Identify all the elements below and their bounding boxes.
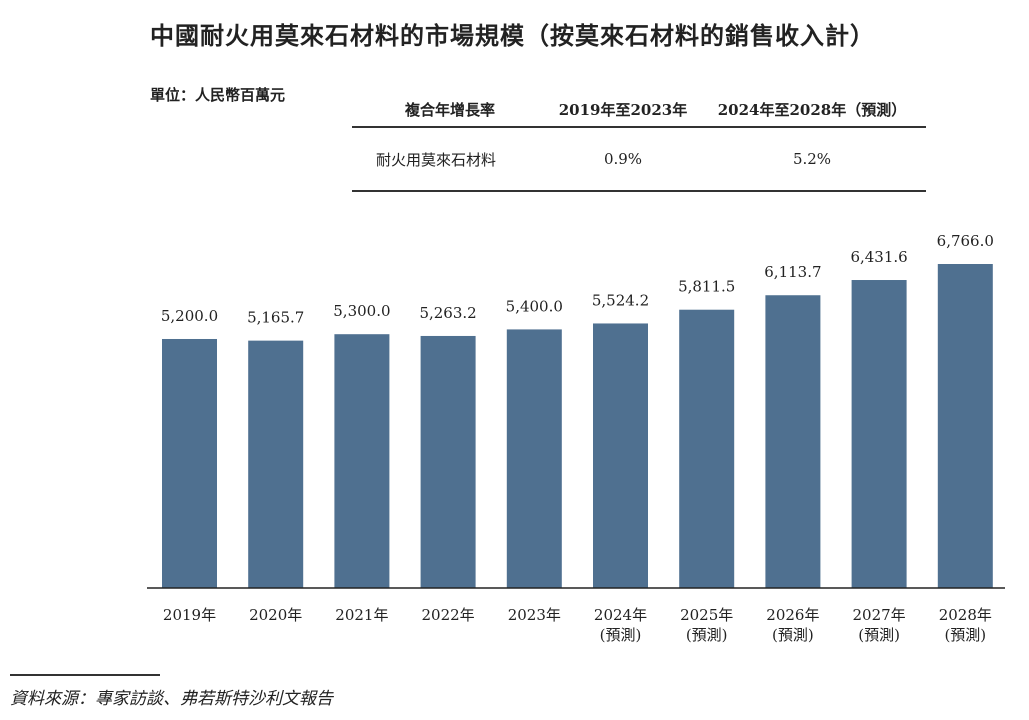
bar-8	[851, 280, 907, 588]
x-tick-label-9: 2028年	[939, 606, 992, 624]
value-label-3: 5,263.2	[419, 304, 476, 322]
cagr-header-label: 複合年增長率	[404, 100, 495, 119]
cagr-value-forecast: 5.2%	[792, 150, 832, 168]
value-label-8: 6,431.6	[850, 248, 907, 266]
bar-3	[420, 335, 476, 588]
cagr-table: 複合年增長率 2019年至2023年 2024年至2028年（預測） 耐火用莫來…	[352, 92, 926, 192]
cagr-value-historical: 0.9%	[603, 150, 643, 168]
bar-4	[506, 329, 562, 588]
cagr-header-historical: 2019年至2023年	[558, 100, 688, 119]
value-label-2: 5,300.0	[333, 302, 390, 320]
value-label-0: 5,200.0	[161, 307, 218, 325]
value-label-1: 5,165.7	[247, 309, 304, 327]
cagr-header-forecast: 2024年至2028年（預測）	[717, 100, 907, 119]
x-tick-label-1: 2020年	[249, 606, 302, 624]
unit-label: 單位：人民幣百萬元	[150, 86, 286, 104]
x-tick-label-5: 2024年	[594, 606, 647, 624]
x-tick-label-8: 2027年	[853, 606, 906, 624]
bar-9	[937, 264, 993, 588]
x-tick-sublabel-6: (預測)	[686, 626, 728, 644]
x-tick-label-3: 2022年	[422, 606, 475, 624]
cagr-row-label: 耐火用莫來石材料	[376, 150, 497, 169]
bar-0	[162, 338, 217, 588]
x-tick-sublabel-9: (預測)	[944, 626, 986, 644]
x-tick-label-7: 2026年	[766, 606, 819, 624]
x-tick-label-2: 2021年	[335, 606, 388, 624]
value-label-6: 5,811.5	[678, 278, 735, 296]
chart-title: 中國耐火用莫來石材料的市場規模（按莫來石材料的銷售收入計）	[150, 22, 875, 50]
bar-5	[593, 323, 648, 588]
cagr-data-row: 耐火用莫來石材料 0.9% 5.2%	[352, 128, 926, 192]
bar-2	[334, 334, 390, 588]
x-tick-sublabel-7: (預測)	[772, 626, 814, 644]
x-tick-label-6: 2025年	[680, 606, 733, 624]
value-label-9: 6,766.0	[937, 232, 994, 250]
x-tick-sublabel-8: (預測)	[858, 626, 900, 644]
bar-7	[765, 295, 821, 588]
value-label-5: 5,524.2	[592, 291, 649, 309]
value-label-7: 6,113.7	[764, 263, 821, 281]
x-tick-label-4: 2023年	[508, 606, 561, 624]
value-label-4: 5,400.0	[506, 297, 563, 315]
x-tick-sublabel-5: (預測)	[600, 626, 642, 644]
bar-6	[679, 309, 735, 588]
source-note: 資料來源：專家訪談、弗若斯特沙利文報告	[10, 689, 333, 709]
bar-1	[248, 340, 304, 588]
cagr-header-row: 複合年增長率 2019年至2023年 2024年至2028年（預測）	[352, 92, 926, 128]
source-divider	[10, 674, 160, 676]
x-tick-label-0: 2019年	[163, 606, 216, 624]
